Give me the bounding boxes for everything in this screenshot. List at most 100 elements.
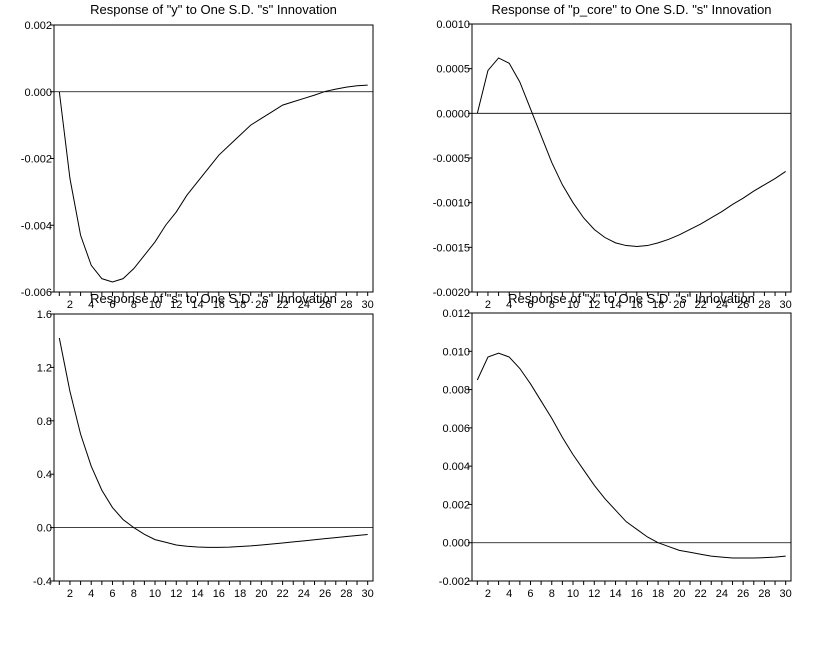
y-tick-label: 0.004 — [442, 461, 470, 473]
x-tick-label: 14 — [191, 299, 203, 311]
x-tick-label: 2 — [485, 588, 491, 600]
x-tick-label: 2 — [485, 299, 491, 311]
x-tick-label: 8 — [131, 588, 137, 600]
y-tick-label: 1.6 — [37, 309, 52, 321]
y-tick-label: 0.006 — [442, 423, 470, 435]
x-tick-label: 30 — [362, 588, 374, 600]
y-tick-label: 0.000 — [24, 87, 52, 99]
plot-frame — [471, 312, 792, 582]
x-tick-label: 18 — [652, 588, 664, 600]
y-tick-label: 0.010 — [442, 346, 470, 358]
x-tick-label: 10 — [567, 299, 579, 311]
x-tick-label: 20 — [255, 299, 267, 311]
y-tick-label: 0.008 — [442, 385, 470, 397]
x-tick-label: 20 — [673, 299, 685, 311]
x-tick-label: 2 — [67, 588, 73, 600]
y-tick-label: -0.0015 — [433, 242, 470, 254]
x-tick-label: 12 — [170, 299, 182, 311]
y-tick-label: -0.0005 — [433, 153, 470, 165]
x-tick-label: 26 — [319, 588, 331, 600]
chart-title: Response of "x" to One S.D. "s" Innovati… — [508, 291, 755, 306]
x-tick-label: 4 — [506, 299, 512, 311]
y-tick-label: -0.0020 — [433, 287, 470, 299]
x-tick-label: 10 — [149, 299, 161, 311]
plot-frame — [471, 23, 792, 293]
x-tick-label: 28 — [340, 588, 352, 600]
chart-panel-3: Response of "s" to One S.D. "s" Innovati… — [33, 291, 374, 600]
x-tick-label: 24 — [298, 588, 310, 600]
x-tick-label: 8 — [549, 299, 555, 311]
y-tick-label: -0.002 — [439, 576, 470, 588]
x-tick-label: 28 — [340, 299, 352, 311]
x-tick-label: 22 — [276, 299, 288, 311]
x-tick-label: 2 — [67, 299, 73, 311]
y-tick-label: -0.002 — [21, 154, 52, 166]
x-tick-label: 30 — [780, 588, 792, 600]
x-tick-label: 26 — [737, 588, 749, 600]
x-tick-label: 24 — [716, 588, 728, 600]
x-tick-label: 10 — [567, 588, 579, 600]
chart-panel-2: Response of "p_core" to One S.D. "s" Inn… — [433, 2, 792, 311]
plot-frame — [53, 313, 374, 582]
y-tick-label: 0.8 — [37, 416, 52, 428]
y-tick-label: 0.0 — [37, 523, 52, 535]
x-tick-label: 16 — [213, 588, 225, 600]
x-tick-label: 26 — [737, 299, 749, 311]
y-tick-label: -0.004 — [21, 220, 52, 232]
y-tick-label: 0.0005 — [436, 64, 470, 76]
y-tick-label: -0.0010 — [433, 198, 470, 210]
plot-frame — [53, 24, 374, 293]
x-tick-label: 22 — [694, 588, 706, 600]
response-line — [58, 337, 368, 548]
x-tick-label: 28 — [758, 588, 770, 600]
x-tick-label: 14 — [191, 588, 203, 600]
x-tick-label: 12 — [588, 588, 600, 600]
chart-title: Response of "p_core" to One S.D. "s" Inn… — [491, 2, 771, 17]
x-tick-label: 28 — [758, 299, 770, 311]
y-tick-label: 0.4 — [37, 469, 52, 481]
chart-panel-4: Response of "x" to One S.D. "s" Innovati… — [439, 291, 792, 600]
response-line — [476, 57, 786, 247]
y-tick-label: 0.0010 — [436, 19, 470, 31]
x-tick-label: 10 — [149, 588, 161, 600]
x-tick-label: 16 — [631, 299, 643, 311]
response-line — [476, 352, 786, 559]
x-tick-label: 8 — [549, 588, 555, 600]
y-tick-label: 0.0000 — [436, 108, 470, 120]
x-tick-label: 4 — [88, 299, 94, 311]
chart-title: Response of "y" to One S.D. "s" Innovati… — [90, 2, 337, 17]
x-tick-label: 8 — [131, 299, 137, 311]
y-tick-label: 0.000 — [442, 538, 470, 550]
x-tick-label: 20 — [255, 588, 267, 600]
y-tick-label: 1.2 — [37, 362, 52, 374]
x-tick-label: 18 — [234, 299, 246, 311]
y-tick-label: -0.006 — [21, 287, 52, 299]
x-tick-label: 6 — [527, 299, 533, 311]
x-tick-label: 6 — [109, 299, 115, 311]
x-tick-label: 22 — [276, 588, 288, 600]
chart-title: Response of "s" to One S.D. "s" Innovati… — [90, 291, 337, 306]
x-tick-label: 24 — [716, 299, 728, 311]
x-tick-label: 30 — [362, 299, 374, 311]
x-tick-label: 18 — [652, 299, 664, 311]
x-tick-label: 12 — [170, 588, 182, 600]
x-tick-label: 4 — [88, 588, 94, 600]
x-tick-label: 6 — [109, 588, 115, 600]
x-tick-label: 26 — [319, 299, 331, 311]
x-tick-label: 22 — [694, 299, 706, 311]
x-tick-label: 16 — [213, 299, 225, 311]
x-tick-label: 16 — [631, 588, 643, 600]
chart-panel-1: Response of "y" to One S.D. "s" Innovati… — [21, 2, 374, 311]
response-line — [58, 84, 368, 283]
x-tick-label: 12 — [588, 299, 600, 311]
y-tick-label: 0.002 — [442, 499, 470, 511]
x-tick-label: 14 — [609, 299, 621, 311]
x-tick-label: 30 — [780, 299, 792, 311]
y-tick-label: 0.012 — [442, 308, 470, 320]
x-tick-label: 20 — [673, 588, 685, 600]
x-tick-label: 14 — [609, 588, 621, 600]
x-tick-label: 6 — [527, 588, 533, 600]
y-tick-label: -0.4 — [33, 576, 52, 588]
x-tick-label: 4 — [506, 588, 512, 600]
